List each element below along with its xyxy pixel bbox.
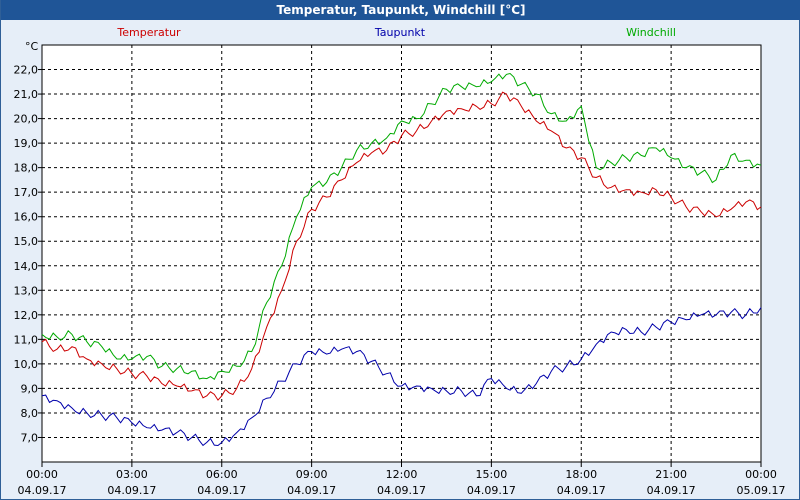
x-tick-time: 12:00 [386,468,418,481]
x-tick-time: 06:00 [206,468,238,481]
series-line-windchill [41,72,762,381]
series-line-temperatur [41,91,762,401]
x-tick-date: 04.09.17 [557,484,606,497]
window-title: Temperatur, Taupunkt, Windchill [°C] [1,0,800,20]
x-tick-time: 09:00 [296,468,328,481]
legend-taupunkt: Taupunkt [374,26,426,39]
y-tick-label: 13,0 [14,284,39,297]
x-tick-time: 15:00 [476,468,508,481]
y-tick-label: 12,0 [14,309,39,322]
x-tick-date: 04.09.17 [467,484,516,497]
legend-temperatur: Temperatur [116,26,181,39]
y-tick-label: 14,0 [14,260,39,273]
x-tick-date: 04.09.17 [287,484,336,497]
series-line-taupunkt [41,307,762,447]
x-tick-date: 04.09.17 [18,484,67,497]
y-tick-label: 21,0 [14,88,39,101]
y-tick-label: 22,0 [14,64,39,77]
legend-windchill: Windchill [626,26,676,39]
y-axis-label: °C [25,40,39,53]
y-tick-label: 7,0 [21,431,39,444]
plot-area [41,44,762,463]
x-tick-date: 04.09.17 [377,484,426,497]
x-tick-time: 00:00 [26,468,58,481]
x-tick-date: 04.09.17 [647,484,696,497]
y-tick-label: 18,0 [14,162,39,175]
y-tick-label: 8,0 [21,407,39,420]
y-tick-label: 9,0 [21,382,39,395]
x-tick-date: 04.09.17 [197,484,246,497]
x-tick-time: 00:00 [745,468,777,481]
y-tick-label: 17,0 [14,186,39,199]
y-tick-label: 10,0 [14,358,39,371]
x-tick-time: 03:00 [116,468,148,481]
x-tick-date: 04.09.17 [107,484,156,497]
y-tick-label: 16,0 [14,211,39,224]
x-tick-time: 21:00 [655,468,687,481]
y-tick-label: 19,0 [14,137,39,150]
y-tick-label: 15,0 [14,235,39,248]
x-tick-date: 05.09.17 [737,484,786,497]
x-tick-time: 18:00 [565,468,597,481]
y-tick-label: 11,0 [14,333,39,346]
y-tick-label: 20,0 [14,113,39,126]
